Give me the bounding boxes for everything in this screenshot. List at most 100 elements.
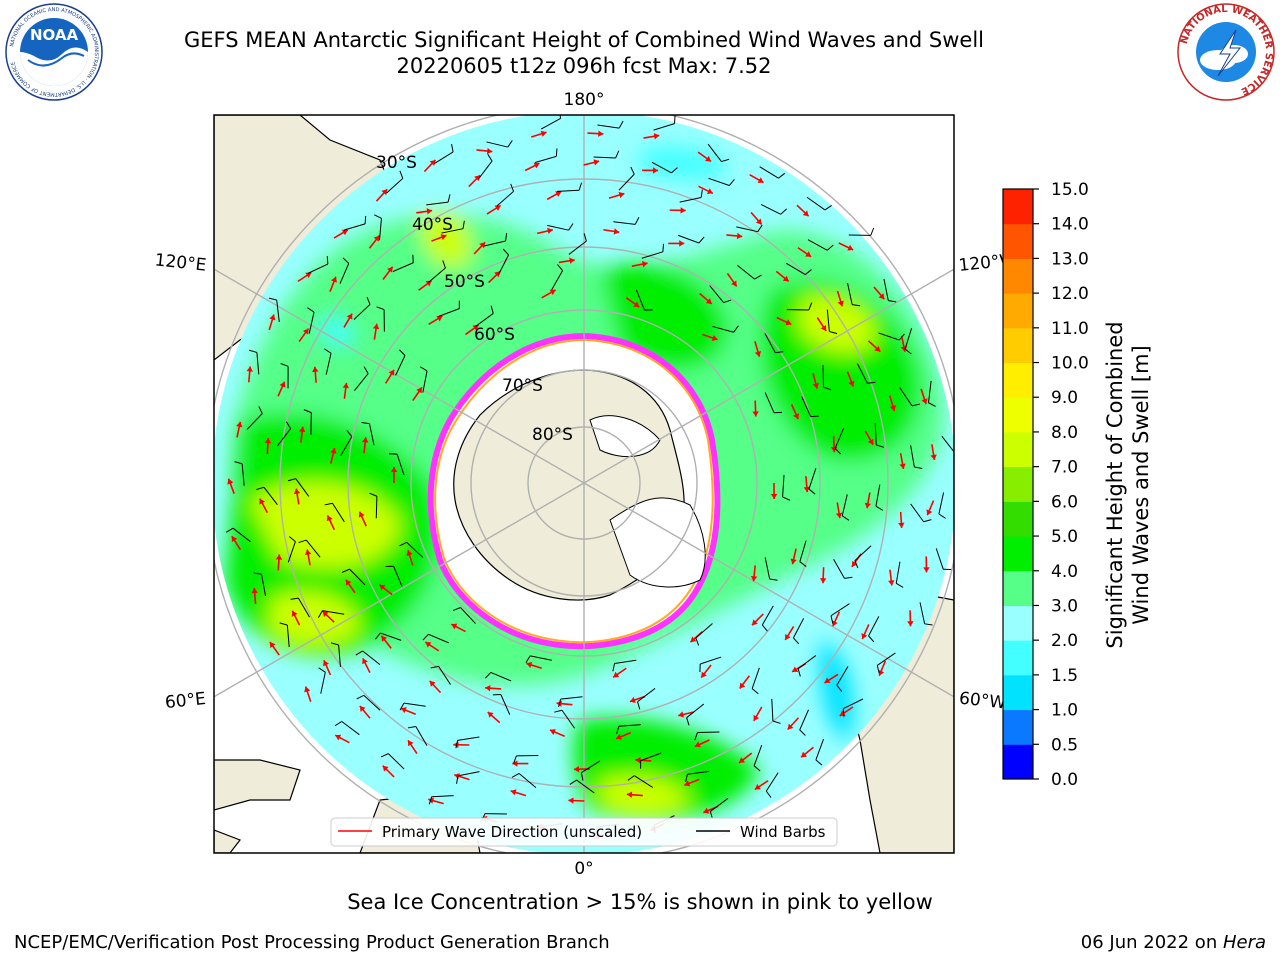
wind-barb <box>635 289 646 311</box>
wind-barb <box>576 779 595 794</box>
wind-barb <box>426 201 449 206</box>
wind-barb <box>396 453 405 476</box>
wave-arrowhead <box>487 712 494 718</box>
wind-barb <box>547 224 569 231</box>
wave-arrowhead <box>451 623 458 630</box>
footer-organization: NCEP/EMC/Verification Post Processing Pr… <box>14 932 610 953</box>
wave-arrowhead <box>568 797 574 804</box>
wind-barb <box>490 671 512 682</box>
map-legend: Primary Wave Direction (unscaled) Wind B… <box>330 817 838 847</box>
colorbar-tick-label: 4.0 <box>1051 562 1078 582</box>
colorbar-tick-label: 11.0 <box>1051 319 1089 339</box>
wind-barb-flag <box>844 576 853 579</box>
wind-barb <box>557 189 580 192</box>
wind-barb <box>530 655 552 661</box>
colorbar-segment <box>1003 709 1033 745</box>
wave-arrowhead <box>680 207 686 214</box>
wave-arrowhead <box>275 554 283 560</box>
colorbar-tick-label: 6.0 <box>1051 492 1078 512</box>
wind-barb-flag <box>318 667 326 673</box>
wind-barb-flag <box>685 774 688 783</box>
wave-arrowhead <box>342 382 349 389</box>
map-frame <box>213 114 955 854</box>
wind-barb-flag <box>955 451 963 453</box>
wind-barb-flag <box>456 775 459 784</box>
wave-arrowhead <box>299 426 306 433</box>
wind-barb <box>634 775 654 788</box>
wind-barb-flag <box>580 772 584 781</box>
colorbar-tick-label: 9.0 <box>1051 388 1078 408</box>
wind-barb-flag <box>700 189 703 198</box>
wind-barb <box>807 239 828 251</box>
lat-label-40s: 40°S <box>412 215 453 235</box>
wind-barbs <box>225 115 963 835</box>
wind-barb <box>392 262 414 272</box>
wave-arrowhead <box>305 272 312 279</box>
wind-barb-flag <box>799 561 807 567</box>
wave-arrowhead <box>406 550 413 556</box>
wind-barb <box>799 540 807 562</box>
wind-barb <box>695 623 713 639</box>
wind-barb-flag <box>923 519 932 523</box>
wind-barb-flag <box>870 227 875 236</box>
wind-barb <box>876 652 896 666</box>
wind-barb-flag <box>369 492 378 497</box>
wave-arrowhead <box>613 671 620 678</box>
wind-barb <box>287 541 296 563</box>
wind-barb-flag <box>513 755 517 764</box>
wind-barb <box>679 196 702 203</box>
wind-barb-flag <box>326 256 329 265</box>
wind-barb <box>771 699 774 722</box>
colorbar-segment <box>1003 570 1033 606</box>
wind-barb <box>343 223 366 231</box>
wave-arrowhead <box>598 130 604 137</box>
wave-arrowhead <box>899 463 906 470</box>
wave-arrowhead <box>831 620 838 627</box>
wave-arrowhead <box>330 448 337 454</box>
wind-barb <box>500 694 511 715</box>
wind-barb-flag <box>557 264 563 271</box>
wind-barb-flag <box>671 167 678 174</box>
wind-barb-flag <box>612 663 616 672</box>
wave-arrowhead <box>440 234 447 241</box>
wave-arrowhead <box>387 266 393 273</box>
wind-barb-flag <box>841 515 850 521</box>
wind-barb-flag <box>303 409 312 414</box>
wave-arrowhead <box>754 784 761 790</box>
wind-barb-flag <box>505 233 508 242</box>
wave-arrowhead <box>618 191 625 199</box>
wind-barb-flag <box>829 331 838 335</box>
wave-arrowhead <box>635 756 641 764</box>
wave-arrowhead <box>485 684 491 692</box>
wave-arrowhead <box>898 522 905 528</box>
wind-barb-flag <box>502 248 509 256</box>
wind-barb-flag <box>615 150 620 159</box>
wind-barb-flag <box>797 668 801 677</box>
wind-barb <box>486 141 508 148</box>
wind-barb-flag <box>399 702 405 711</box>
wind-barb <box>415 726 428 746</box>
wind-barb-flag <box>342 568 350 573</box>
wave-arrowhead <box>757 177 764 183</box>
wind-barb-flag <box>775 351 784 354</box>
wind-barb-flag <box>234 461 243 465</box>
wind-barb-flag <box>808 488 816 495</box>
wave-arrowhead <box>847 244 854 251</box>
wind-barb <box>246 413 263 430</box>
wind-barb-flag <box>695 637 700 646</box>
wind-barb <box>759 166 779 179</box>
colorbar-label-line1: Significant Height of Combined <box>1103 321 1127 649</box>
wind-barb-flag <box>256 486 265 491</box>
wind-barb-flag <box>428 796 433 805</box>
wind-barb <box>322 610 345 615</box>
lat-label-50s: 50°S <box>444 272 485 292</box>
wind-barb-flag <box>318 610 323 618</box>
wind-barb-flag <box>754 274 762 280</box>
wind-barb <box>826 309 830 332</box>
noaa-logo-text: NOAA <box>30 26 79 44</box>
wind-barb <box>830 603 850 617</box>
wind-barb-flag <box>285 421 292 429</box>
colorbar-segment <box>1003 640 1033 676</box>
wind-barb-flag <box>793 637 800 645</box>
wind-barb-flag <box>578 182 583 191</box>
